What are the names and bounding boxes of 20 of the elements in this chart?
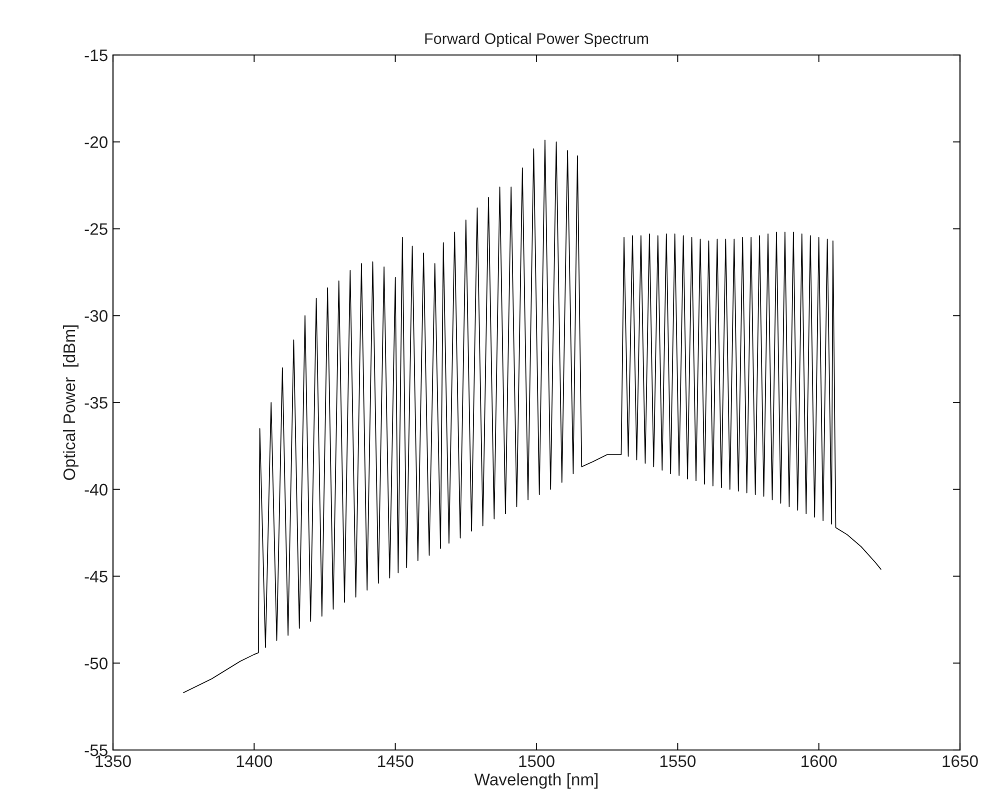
chart-title: Forward Optical Power Spectrum xyxy=(425,32,648,48)
x-tick-label: 1500 xyxy=(519,755,554,768)
y-tick-label: -55 xyxy=(84,744,108,756)
x-tick-label: 1400 xyxy=(236,755,272,768)
y-axis-title: Optical Power [dBm] xyxy=(62,325,78,480)
y-tick-label: -15 xyxy=(84,50,108,62)
x-tick-label: 1600 xyxy=(802,755,837,768)
y-tick-label: -25 xyxy=(84,223,108,235)
y-tick-label: -35 xyxy=(84,396,108,409)
x-tick-label: 1450 xyxy=(378,755,414,768)
line-series xyxy=(183,140,882,694)
y-tick-label: -30 xyxy=(84,310,108,322)
y-tick-label: -20 xyxy=(84,136,108,148)
x-axis-title: Wavelength [nm] xyxy=(474,773,598,789)
x-tick-label: 1350 xyxy=(96,755,131,768)
x-tick-label: 1650 xyxy=(942,755,978,768)
y-tick-label: -40 xyxy=(84,484,108,496)
y-tick-label: -50 xyxy=(84,658,108,670)
x-tick-label: 1550 xyxy=(660,755,696,768)
y-tick-label: -45 xyxy=(84,570,108,582)
